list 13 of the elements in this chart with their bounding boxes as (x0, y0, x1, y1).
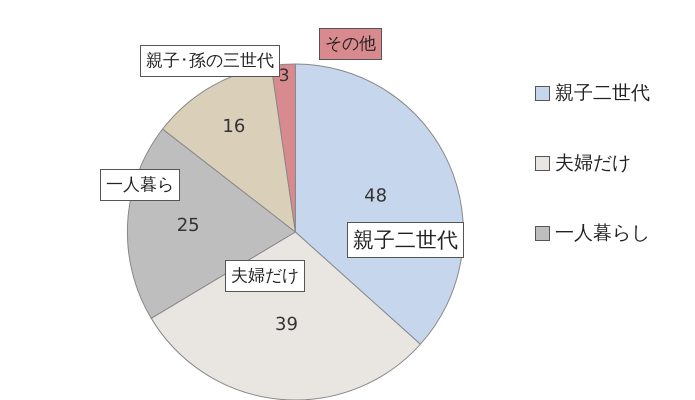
data-label: 48 (364, 186, 388, 207)
legend-label: 夫婦だけ (555, 151, 631, 176)
legend-label: 一人暮らし (555, 221, 650, 246)
text: 夫婦だけ (231, 266, 299, 286)
data-label: 3 (278, 64, 290, 85)
text: 親子二世代 (353, 228, 458, 252)
data-label: 25 (176, 215, 200, 236)
data-label: 39 (275, 314, 298, 336)
legend-label: 親子二世代 (555, 81, 650, 106)
text: 親子･孫の三世代 (146, 51, 274, 71)
text: 一人暮ら (106, 175, 174, 195)
text: その他 (325, 34, 376, 54)
data-label: 16 (222, 116, 246, 137)
